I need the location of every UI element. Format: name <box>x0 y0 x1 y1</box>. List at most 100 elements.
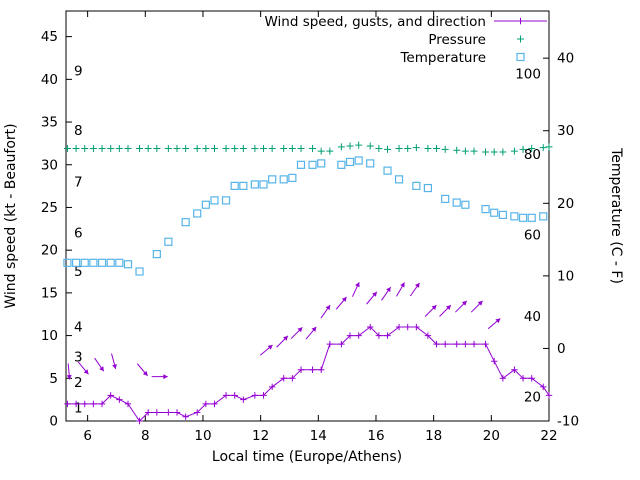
wind-speed-marker <box>90 400 97 408</box>
x-tick-label: 18 <box>425 428 442 444</box>
temperature-marker <box>230 181 239 190</box>
temperature-marker <box>63 258 72 267</box>
pressure-marker <box>115 145 123 153</box>
wind-speed-marker <box>251 392 259 399</box>
pressure-marker <box>81 145 89 153</box>
chart-generated-content: 6 8 10 12 14 16 18 20 22051015202530354045-10010… <box>41 10 579 444</box>
wind-speed-marker <box>81 400 88 408</box>
legend-label: Temperature <box>399 50 486 66</box>
pressure-marker <box>89 145 97 153</box>
pressure-marker <box>395 145 403 153</box>
temperature-marker <box>268 175 277 184</box>
wind-speed-marker <box>413 323 420 331</box>
temperature-marker <box>383 166 392 175</box>
temperature-marker <box>461 200 470 209</box>
wind-speed-marker <box>395 323 403 331</box>
temperature-marker <box>288 173 297 183</box>
y-right-axis-label: Temperature (C - F) <box>608 147 624 284</box>
wind-speed-marker <box>338 340 345 348</box>
temperature-marker <box>498 210 507 220</box>
temperature-marker <box>296 160 306 169</box>
x-tick-label: 10 <box>194 428 211 444</box>
wind-speed-marker <box>202 400 210 408</box>
wind-speed-marker <box>231 392 238 399</box>
y-left-tick-label: 35 <box>41 115 58 131</box>
pressure-marker <box>268 145 276 153</box>
wind-direction-arrowhead <box>400 282 405 288</box>
wind-speed-marker <box>346 332 354 339</box>
wind-speed-marker <box>404 323 411 331</box>
wind-speed-marker <box>462 340 469 348</box>
x-tick-label: 16 <box>367 428 384 444</box>
legend-sample-square <box>516 52 525 62</box>
pressure-marker <box>260 145 268 153</box>
temperature-marker <box>481 205 490 214</box>
temperature-marker <box>210 196 219 205</box>
beaufort-scale-label: 7 <box>74 174 83 190</box>
wind-speed-marker <box>72 400 80 408</box>
wind-direction-arrowhead <box>431 305 437 310</box>
wind-speed-marker <box>453 340 460 348</box>
pressure-marker <box>545 143 553 151</box>
wind-speed-marker <box>326 340 334 348</box>
beaufort-scale-label: 4 <box>74 320 83 336</box>
wind-direction-arrowhead <box>112 364 117 369</box>
temperature-marker <box>71 258 81 267</box>
wind-speed-marker <box>260 392 267 399</box>
wind-direction-arrowhead <box>66 374 72 380</box>
x-tick-label: 6 <box>83 428 92 444</box>
temperature-marker <box>201 200 210 209</box>
pressure-marker <box>453 146 461 154</box>
wind-speed-marker <box>280 375 287 382</box>
pressure-marker <box>63 145 71 153</box>
pressure-marker <box>72 145 80 153</box>
pressure-marker <box>231 145 239 153</box>
pressure-marker <box>211 145 219 153</box>
wind-speed-marker <box>367 323 374 331</box>
y-left-tick-label: 0 <box>49 414 58 430</box>
temperature-marker <box>308 160 317 169</box>
y-right-tick-label: 40 <box>557 51 574 67</box>
wind-speed-marker <box>240 396 247 403</box>
temperature-marker <box>89 258 98 267</box>
pressure-marker <box>470 147 478 155</box>
beaufort-scale-label: 5 <box>74 264 83 280</box>
y-left-tick-label: 30 <box>41 157 58 173</box>
y-left-tick-label: 40 <box>41 72 58 88</box>
pressure-marker <box>251 145 259 153</box>
wind-direction-arrowhead <box>311 326 317 332</box>
temperature-marker <box>317 159 326 168</box>
wind-speed-marker <box>545 392 553 399</box>
pressure-marker <box>499 148 507 156</box>
temperature-marker <box>259 180 268 189</box>
y-right-tick-label: 10 <box>557 268 574 284</box>
x-tick-label: 8 <box>141 428 150 444</box>
pressure-marker <box>98 145 106 153</box>
wind-direction-arrowhead <box>372 291 377 297</box>
wind-speed-marker <box>107 392 114 399</box>
wind-speed-marker <box>309 366 316 373</box>
y-left-tick-label: 15 <box>41 285 58 301</box>
beaufort-scale-label: 2 <box>74 375 83 391</box>
temperature-marker <box>181 218 190 227</box>
wind-speed-line <box>67 326 550 422</box>
wind-direction-arrowhead <box>283 335 288 341</box>
wind-speed-marker <box>268 383 276 391</box>
wind-speed-marker <box>124 400 132 408</box>
wind-direction-arrowhead <box>142 370 148 376</box>
y-right-tick-label: -10 <box>557 414 579 430</box>
wind-speed-marker <box>491 358 498 365</box>
temperature-marker <box>337 160 346 169</box>
pressure-marker <box>384 145 392 153</box>
pressure-marker <box>441 145 449 153</box>
wind-speed-marker <box>375 332 383 339</box>
wind-speed-marker <box>433 340 440 348</box>
pressure-marker <box>124 145 132 153</box>
wind-speed-marker <box>165 409 172 416</box>
pressure-marker <box>202 145 210 153</box>
wind-direction-arrowhead <box>341 296 347 302</box>
wind-direction-arrowhead <box>477 300 483 306</box>
wind-speed-marker <box>211 400 218 408</box>
